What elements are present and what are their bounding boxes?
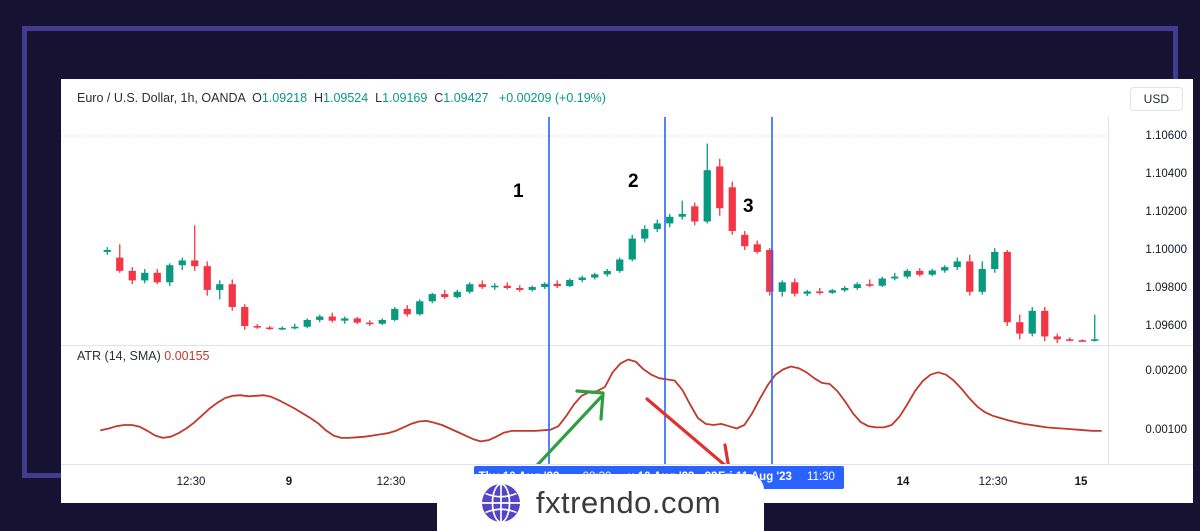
legend-low-label: L xyxy=(375,91,383,105)
site-logo: fxtrendo.com xyxy=(437,474,764,531)
legend-low-value: 1.09169 xyxy=(382,91,428,105)
time-tick: 12:30 xyxy=(978,476,1008,488)
chart-marker-1: 1 xyxy=(513,181,524,202)
legend-close-value: 1.09427 xyxy=(443,91,489,105)
price-pane[interactable] xyxy=(61,117,1109,345)
legend-change-percent: (+0.19%) xyxy=(554,91,606,105)
atr-value: 0.00155 xyxy=(164,349,210,363)
time-tick: 12:30 xyxy=(376,476,406,488)
atr-tick: 0.00200 xyxy=(1145,365,1187,378)
atr-name: ATR (14, SMA) xyxy=(77,349,161,363)
chart-card: Euro / U.S. Dollar, 1h, OANDA O1.09218 H… xyxy=(61,79,1193,503)
price-tick: 1.10000 xyxy=(1145,244,1187,256)
legend-open-value: 1.09218 xyxy=(261,91,308,105)
price-tick: 1.10400 xyxy=(1145,168,1187,180)
legend-close-label: C xyxy=(434,91,444,105)
legend-high-label: H xyxy=(314,91,324,105)
globe-icon xyxy=(481,482,520,523)
legend-interval: 1h, xyxy=(180,91,198,105)
price-tick: 1.09600 xyxy=(1145,320,1187,332)
price-scale-divider xyxy=(1109,345,1193,346)
outer-frame: Euro / U.S. Dollar, 1h, OANDA O1.09218 H… xyxy=(22,26,1193,503)
legend-symbol: Euro / U.S. Dollar, xyxy=(77,91,178,105)
chart-marker-2: 2 xyxy=(628,171,639,192)
logo-text: fxtrendo.com xyxy=(535,484,722,520)
chart-marker-3: 3 xyxy=(743,196,754,217)
time-tick: 9 xyxy=(285,476,293,488)
price-tick: 1.10600 xyxy=(1145,130,1187,142)
time-tick: 14 xyxy=(896,476,910,488)
price-tick: 1.10200 xyxy=(1145,206,1187,218)
legend-high-value: 1.09524 xyxy=(323,91,369,105)
legend-open-label: O xyxy=(252,91,262,105)
legend-change: +0.00209 xyxy=(498,91,552,105)
time-tick: 15 xyxy=(1074,476,1088,488)
legend-exchange: OANDA xyxy=(201,91,246,105)
atr-legend: ATR (14, SMA) 0.00155 xyxy=(77,349,209,363)
atr-pane[interactable] xyxy=(61,345,1109,466)
candlestick-chart xyxy=(61,135,1109,344)
price-scale[interactable]: 1.10600 1.10400 1.10200 1.10000 1.09800 1.096… xyxy=(1108,117,1193,465)
atr-line-chart xyxy=(100,358,1102,443)
atr-tick: 0.00100 xyxy=(1145,423,1187,436)
currency-button[interactable]: USD xyxy=(1129,87,1183,111)
price-tick: 1.09800 xyxy=(1145,282,1187,294)
time-tick: 11:30 xyxy=(807,471,835,483)
time-tick: 12:30 xyxy=(176,476,206,488)
chart-legend: Euro / U.S. Dollar, 1h, OANDA O1.09218 H… xyxy=(77,91,606,105)
